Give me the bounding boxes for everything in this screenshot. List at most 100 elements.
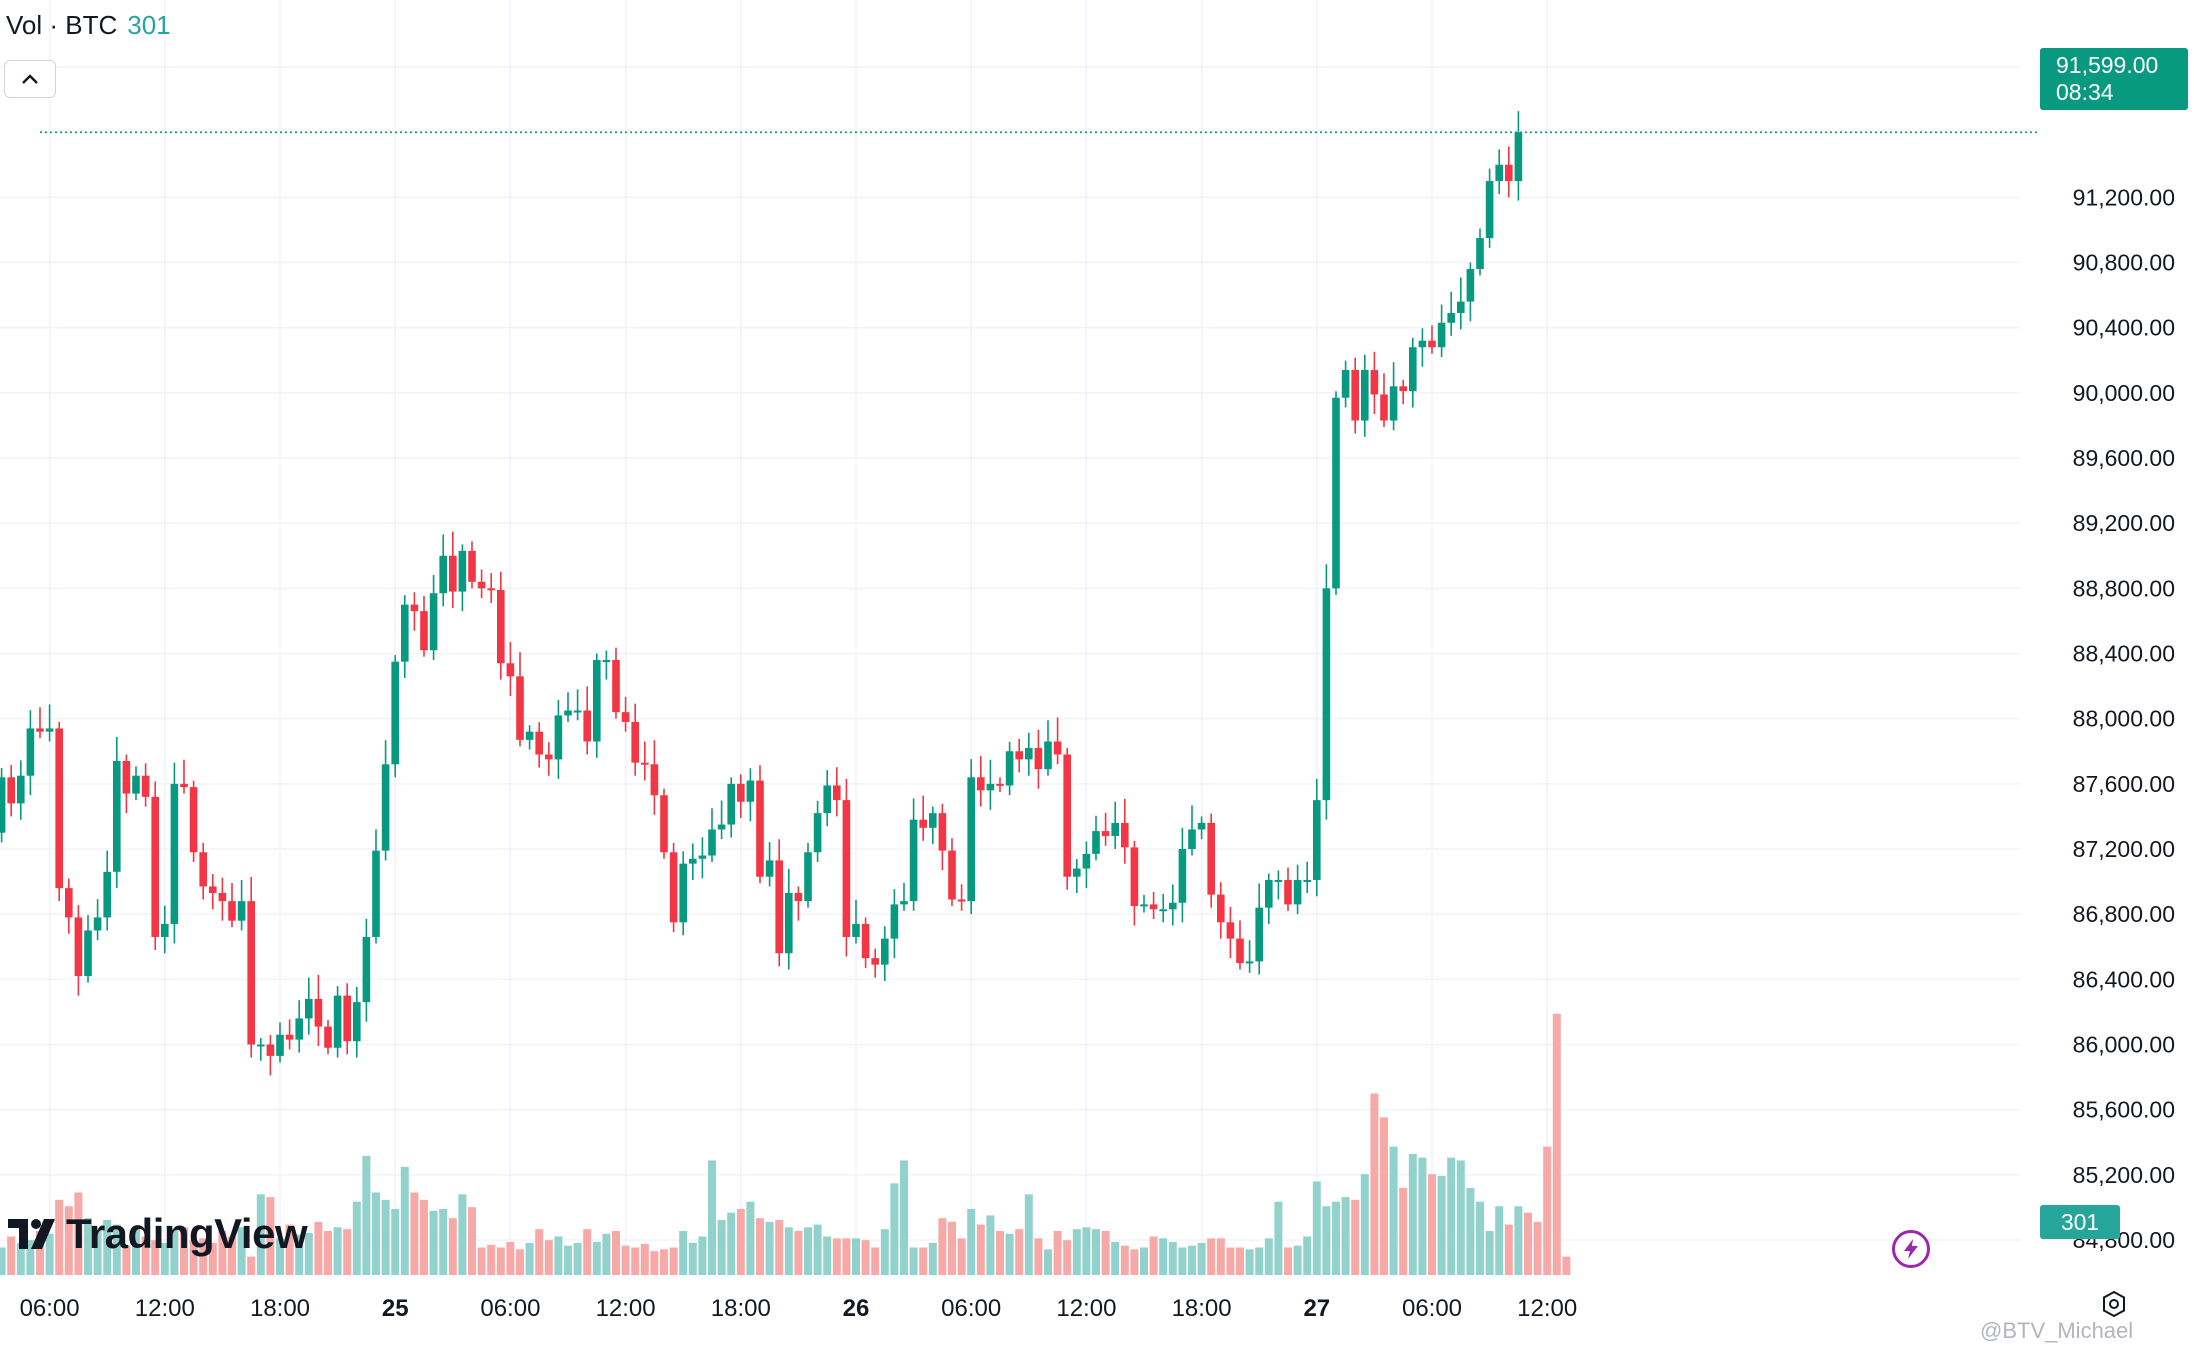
candle <box>45 704 54 742</box>
candle <box>333 986 342 1058</box>
candle <box>7 764 15 817</box>
volume-bar <box>573 1242 582 1275</box>
volume-bar <box>842 1238 851 1275</box>
candle <box>1169 884 1177 926</box>
volume-bar <box>458 1194 467 1275</box>
volume-legend-value: 301 <box>127 10 171 40</box>
candle <box>1322 564 1331 820</box>
volume-bar <box>784 1227 793 1275</box>
candle-body <box>861 923 870 959</box>
tradingview-logo[interactable]: TradingView <box>8 1210 308 1258</box>
volume-bar <box>900 1160 908 1275</box>
volume-bar <box>448 1218 457 1275</box>
candle <box>420 595 428 657</box>
candle <box>401 595 409 678</box>
candle <box>257 1037 265 1061</box>
candle-body <box>1361 370 1369 421</box>
settings-gear-icon[interactable] <box>2100 1290 2128 1323</box>
candle <box>765 842 774 887</box>
candle <box>266 1035 275 1076</box>
candle-body <box>237 901 246 921</box>
candle <box>1466 262 1475 322</box>
volume-bar <box>266 1197 275 1275</box>
candle <box>1130 840 1139 926</box>
candle-body <box>1082 853 1091 869</box>
volume-bar <box>285 1224 294 1275</box>
candle-body <box>65 888 73 918</box>
volume-bar <box>736 1209 745 1275</box>
volume-bar <box>640 1243 649 1275</box>
candle <box>218 877 227 921</box>
volume-bar <box>362 1155 371 1275</box>
candle <box>813 800 822 863</box>
candle-body <box>1293 879 1302 905</box>
volume-bar <box>948 1221 956 1275</box>
volume-bar <box>1293 1245 1302 1275</box>
volume-bar <box>26 1240 35 1275</box>
candle-body <box>717 824 726 830</box>
lightning-bolt-icon[interactable] <box>1892 1230 1930 1268</box>
volume-bar <box>1207 1238 1216 1275</box>
volume-bar <box>679 1231 688 1275</box>
candle-body <box>612 660 620 713</box>
candle <box>324 1020 332 1055</box>
candle <box>1495 149 1503 195</box>
volume-bar <box>1044 1249 1052 1275</box>
candle-body <box>967 777 975 902</box>
candle-body <box>727 783 735 825</box>
candle-body <box>765 860 774 877</box>
candle-body <box>1034 747 1043 770</box>
volume-bar <box>880 1229 889 1275</box>
y-tick-label: 90,000.00 <box>2073 380 2175 406</box>
candle <box>1389 362 1398 431</box>
volume-bar <box>132 1229 140 1275</box>
candle <box>247 877 255 1058</box>
candle <box>573 689 582 721</box>
volume-bar <box>986 1215 995 1275</box>
candle-body <box>1025 747 1033 760</box>
candle-body <box>285 1034 294 1040</box>
candle <box>525 725 534 750</box>
volume-bar <box>343 1229 352 1275</box>
candle <box>1005 741 1014 796</box>
candle-body <box>1332 397 1340 589</box>
candle <box>285 1019 294 1050</box>
candle <box>900 882 908 911</box>
candle-body <box>1101 831 1110 836</box>
volume-bar <box>996 1231 1004 1275</box>
candle-body <box>180 783 188 788</box>
volume-bar <box>420 1199 428 1275</box>
candle-body <box>1284 879 1292 905</box>
candle-body <box>996 783 1004 786</box>
candle-body <box>113 761 121 872</box>
candle-body <box>1418 340 1427 348</box>
candle-body <box>439 555 447 594</box>
candle <box>545 742 553 776</box>
candle <box>477 569 486 599</box>
candle-body <box>948 850 956 900</box>
volume-bar <box>352 1201 361 1275</box>
volume-bar <box>938 1218 947 1275</box>
candle-body <box>1217 894 1225 923</box>
candle <box>295 1000 303 1053</box>
candle <box>852 899 860 944</box>
candle-body <box>554 715 563 760</box>
volume-bar <box>957 1238 966 1275</box>
candle <box>353 986 361 1058</box>
candle <box>1361 354 1369 437</box>
candle <box>535 722 543 768</box>
candle-body <box>372 850 380 937</box>
candle-body <box>506 663 515 677</box>
candle <box>36 707 44 739</box>
candle-body <box>266 1044 275 1056</box>
candle <box>660 788 668 859</box>
candle-body <box>1111 822 1119 836</box>
volume-bar <box>1543 1146 1552 1275</box>
candle <box>1303 861 1311 893</box>
volume-bar <box>1216 1238 1225 1275</box>
volume-bar <box>1485 1231 1494 1275</box>
chevron-up-icon <box>22 74 38 84</box>
volume-bar <box>890 1183 899 1275</box>
collapse-legend-button[interactable] <box>4 60 56 98</box>
